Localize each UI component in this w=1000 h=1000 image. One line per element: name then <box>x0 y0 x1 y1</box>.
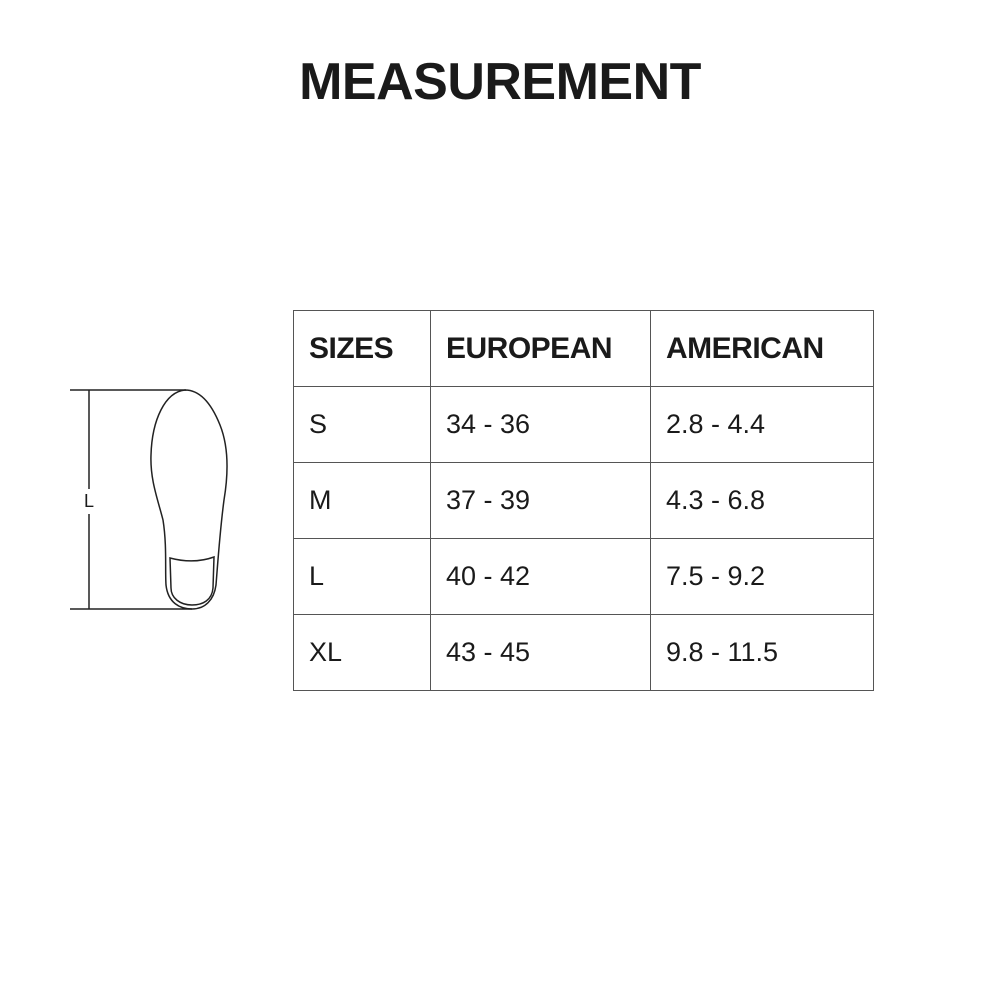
size-cell: S <box>293 386 431 463</box>
table-header-row: SIZES EUROPEAN AMERICAN <box>293 310 874 387</box>
size-cell: XL <box>293 614 431 691</box>
table-row: M 37 - 39 4.3 - 6.8 <box>293 462 874 539</box>
header-european: EUROPEAN <box>430 310 651 387</box>
american-cell: 4.3 - 6.8 <box>650 462 874 539</box>
european-cell: 37 - 39 <box>430 462 651 539</box>
heel-cup-icon <box>169 555 215 606</box>
european-cell: 34 - 36 <box>430 386 651 463</box>
american-cell: 9.8 - 11.5 <box>650 614 874 691</box>
length-label: L <box>84 489 95 514</box>
insole-diagram <box>70 389 228 610</box>
size-chart-table: SIZES EUROPEAN AMERICAN S 34 - 36 2.8 - … <box>293 310 874 691</box>
header-sizes: SIZES <box>293 310 431 387</box>
size-cell: M <box>293 462 431 539</box>
page-title: MEASUREMENT <box>299 53 701 111</box>
insole-outline-icon <box>150 389 228 610</box>
header-american: AMERICAN <box>650 310 874 387</box>
table-row: S 34 - 36 2.8 - 4.4 <box>293 386 874 463</box>
american-cell: 2.8 - 4.4 <box>650 386 874 463</box>
european-cell: 40 - 42 <box>430 538 651 615</box>
american-cell: 7.5 - 9.2 <box>650 538 874 615</box>
table-row: L 40 - 42 7.5 - 9.2 <box>293 538 874 615</box>
european-cell: 43 - 45 <box>430 614 651 691</box>
size-cell: L <box>293 538 431 615</box>
table-row: XL 43 - 45 9.8 - 11.5 <box>293 614 874 691</box>
